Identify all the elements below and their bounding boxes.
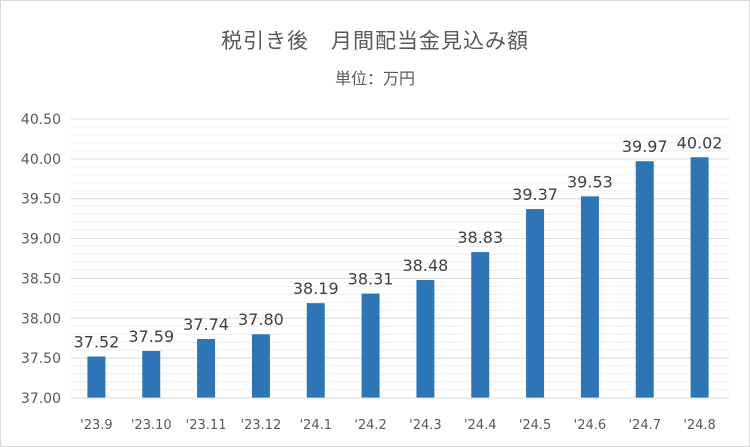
x-tick-label: '24.1 bbox=[299, 418, 332, 433]
data-label: 37.74 bbox=[183, 315, 229, 334]
x-tick-label: '24.6 bbox=[574, 418, 607, 433]
data-label: 40.02 bbox=[677, 133, 723, 152]
y-tick-label: 40.00 bbox=[21, 152, 61, 168]
x-tick-label: '24.8 bbox=[683, 418, 716, 433]
data-label: 38.31 bbox=[348, 270, 394, 289]
x-tick-label: '24.7 bbox=[628, 418, 661, 433]
bar bbox=[251, 334, 270, 398]
x-tick-label: '24.5 bbox=[519, 418, 552, 433]
x-tick-label: '24.4 bbox=[464, 418, 497, 433]
x-tick-label: '24.3 bbox=[409, 418, 442, 433]
x-tick-label: '24.2 bbox=[354, 418, 387, 433]
x-tick-label: '23.10 bbox=[131, 418, 172, 433]
y-tick-label: 38.00 bbox=[21, 311, 61, 327]
bar bbox=[197, 339, 216, 398]
y-tick-label: 37.00 bbox=[21, 391, 61, 407]
data-label: 38.48 bbox=[403, 256, 449, 275]
bar bbox=[580, 196, 599, 398]
y-tick-label: 39.00 bbox=[21, 232, 61, 248]
chart-title: 税引き後 月間配当金見込み額 bbox=[221, 29, 529, 53]
bar bbox=[690, 157, 709, 398]
data-label: 39.37 bbox=[512, 185, 558, 204]
data-label: 39.53 bbox=[567, 172, 613, 191]
y-tick-label: 40.50 bbox=[21, 112, 61, 128]
data-label: 37.52 bbox=[74, 333, 120, 352]
bar bbox=[416, 280, 435, 398]
data-label: 38.83 bbox=[457, 228, 503, 247]
y-tick-label: 39.50 bbox=[21, 192, 61, 208]
data-label: 37.80 bbox=[238, 310, 284, 329]
data-label: 38.19 bbox=[293, 279, 339, 298]
bar bbox=[526, 209, 545, 398]
x-tick-label: '23.9 bbox=[80, 418, 113, 433]
bar bbox=[306, 303, 325, 398]
bar bbox=[635, 161, 654, 398]
bar bbox=[87, 356, 106, 398]
y-tick-label: 37.50 bbox=[21, 351, 61, 367]
data-label: 37.59 bbox=[128, 327, 174, 346]
y-tick-label: 38.50 bbox=[21, 271, 61, 287]
bar bbox=[471, 252, 490, 398]
x-tick-label: '23.11 bbox=[186, 418, 227, 433]
bar bbox=[142, 350, 161, 398]
x-tick-label: '23.12 bbox=[241, 418, 282, 433]
data-label: 39.97 bbox=[622, 137, 668, 156]
bar bbox=[361, 293, 380, 398]
chart-subtitle: 単位：万円 bbox=[334, 69, 415, 88]
